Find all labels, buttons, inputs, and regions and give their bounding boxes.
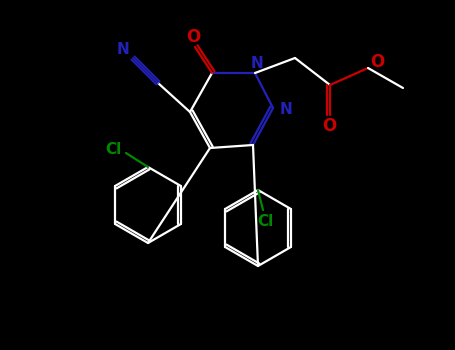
Text: N: N	[251, 56, 263, 70]
Text: O: O	[370, 53, 384, 71]
Text: O: O	[322, 117, 336, 135]
Text: Cl: Cl	[257, 215, 273, 230]
Text: N: N	[116, 42, 129, 57]
Text: N: N	[280, 103, 293, 118]
Text: O: O	[186, 28, 200, 46]
Text: Cl: Cl	[105, 141, 121, 156]
